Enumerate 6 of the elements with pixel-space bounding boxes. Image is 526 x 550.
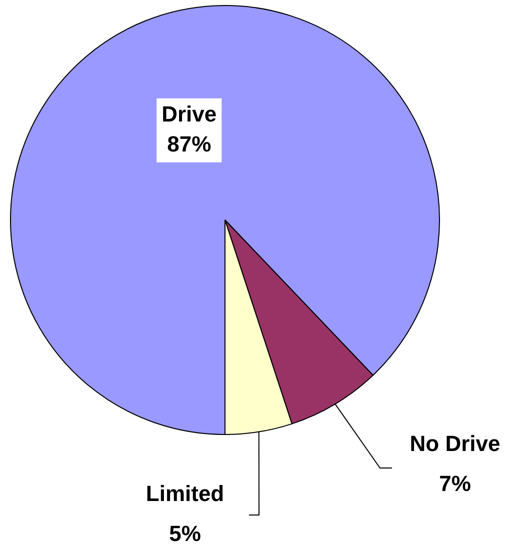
slice-label: Limited (146, 481, 224, 506)
slice-label: Drive (162, 101, 217, 126)
data-label: 7% (439, 471, 471, 496)
data-label: 87% (167, 131, 212, 156)
slice-label: No Drive (410, 431, 500, 456)
data-label: 5% (169, 521, 201, 546)
